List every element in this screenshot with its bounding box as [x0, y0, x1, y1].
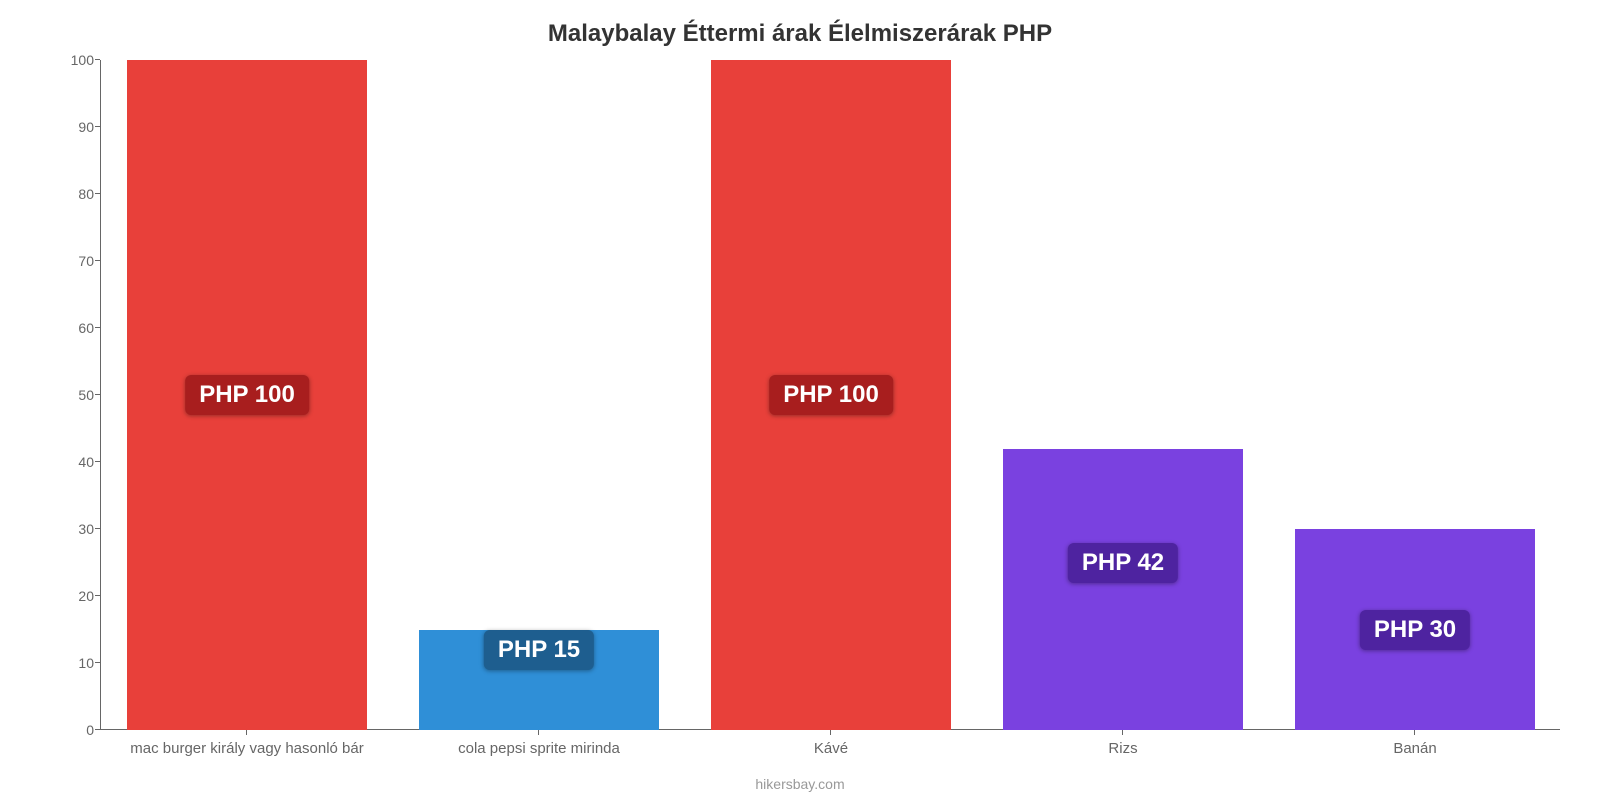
y-tick-mark	[95, 595, 100, 596]
y-tick-mark	[95, 126, 100, 127]
y-tick-mark	[95, 461, 100, 462]
y-tick-label: 50	[60, 387, 94, 403]
y-tick-label: 90	[60, 119, 94, 135]
y-tick-label: 80	[60, 186, 94, 202]
x-axis-label: Kávé	[814, 740, 848, 757]
chart-title: Malaybalay Éttermi árak Élelmiszerárak P…	[0, 20, 1600, 48]
price-bar-chart: Malaybalay Éttermi árak Élelmiszerárak P…	[0, 0, 1600, 800]
y-tick-label: 70	[60, 253, 94, 269]
y-tick-label: 40	[60, 454, 94, 470]
x-tick-mark	[246, 730, 247, 735]
x-tick-mark	[1414, 730, 1415, 735]
bar-slot: PHP 100	[101, 60, 393, 730]
x-axis-labels: mac burger király vagy hasonló bár cola p…	[101, 740, 1561, 764]
y-tick-mark	[95, 193, 100, 194]
bar-slot: PHP 42	[977, 60, 1269, 730]
y-tick-mark	[95, 260, 100, 261]
bar-value-label: PHP 100	[185, 375, 309, 415]
y-tick-label: 100	[60, 52, 94, 68]
x-tick-mark	[1122, 730, 1123, 735]
bar-value-label: PHP 42	[1068, 543, 1178, 583]
y-tick-mark	[95, 729, 100, 730]
y-axis: 0102030405060708090100	[60, 60, 100, 730]
y-tick-label: 60	[60, 320, 94, 336]
x-axis-label: Banán	[1393, 740, 1436, 757]
plot-area: 0102030405060708090100 PHP 100PHP 15PHP …	[60, 60, 1560, 730]
bar-slot: PHP 15	[393, 60, 685, 730]
attribution-text: hikersbay.com	[0, 776, 1600, 792]
y-tick-mark	[95, 528, 100, 529]
y-tick-mark	[95, 327, 100, 328]
bar	[1003, 449, 1242, 730]
x-tick-mark	[538, 730, 539, 735]
bar-value-label: PHP 30	[1360, 610, 1470, 650]
bar-slot: PHP 100	[685, 60, 977, 730]
bars-container: PHP 100 PHP 15 PHP 100 PHP 42 PHP 30	[101, 60, 1560, 730]
y-tick-label: 10	[60, 655, 94, 671]
x-axis-label: cola pepsi sprite mirinda	[458, 740, 620, 757]
y-tick-mark	[95, 394, 100, 395]
x-axis-label: mac burger király vagy hasonló bár	[130, 740, 363, 757]
x-tick-mark	[830, 730, 831, 735]
y-tick-label: 20	[60, 588, 94, 604]
bar-value-label: PHP 15	[484, 630, 594, 670]
y-tick-label: 30	[60, 521, 94, 537]
y-tick-mark	[95, 59, 100, 60]
bar-slot: PHP 30	[1269, 60, 1561, 730]
y-tick-label: 0	[60, 722, 94, 738]
bar-value-label: PHP 100	[769, 375, 893, 415]
y-tick-mark	[95, 662, 100, 663]
x-axis-label: Rizs	[1108, 740, 1137, 757]
